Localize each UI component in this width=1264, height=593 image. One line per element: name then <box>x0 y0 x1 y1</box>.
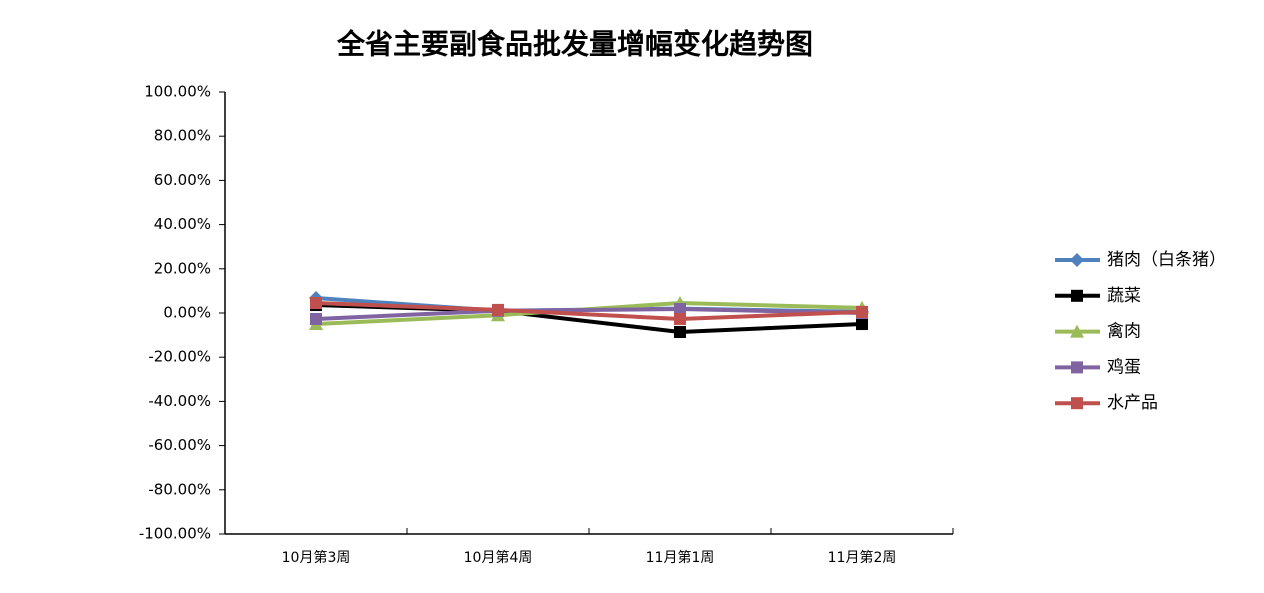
data-point <box>856 305 868 318</box>
legend-label: 猪肉（白条猪） <box>1107 250 1226 270</box>
y-tick-label: 80.00% <box>154 127 211 145</box>
legend-label: 禽肉 <box>1107 322 1141 342</box>
legend-marker <box>1071 397 1083 410</box>
y-tick-label: -20.00% <box>148 348 211 366</box>
series-line <box>315 307 863 321</box>
data-point <box>674 312 686 325</box>
x-tick-label: 10月第4周 <box>464 549 533 566</box>
legend-marker <box>1071 361 1083 374</box>
legend-label: 水产品 <box>1107 393 1158 413</box>
x-tick-label: 10月第3周 <box>282 549 351 566</box>
x-tick-label: 11月第1周 <box>646 549 715 566</box>
series-line <box>315 301 863 321</box>
legend-marker <box>1070 324 1084 338</box>
y-tick-label: -40.00% <box>148 392 211 410</box>
data-point <box>492 303 504 316</box>
y-tick-label: 40.00% <box>154 215 211 233</box>
legend-marker <box>1070 253 1084 267</box>
y-tick-label: 20.00% <box>154 259 211 277</box>
legend-label: 蔬菜 <box>1107 286 1141 306</box>
y-tick-label: -80.00% <box>148 480 211 498</box>
y-tick-label: 60.00% <box>154 171 211 189</box>
data-point <box>674 326 686 339</box>
legend-marker <box>1071 289 1083 302</box>
y-tick-label: 100.00% <box>144 83 211 101</box>
data-point <box>310 312 322 325</box>
legend-label: 鸡蛋 <box>1107 357 1141 377</box>
x-tick-label: 11月第2周 <box>828 549 897 566</box>
data-point <box>674 303 686 316</box>
data-point <box>856 318 868 331</box>
data-point <box>310 297 322 310</box>
y-tick-label: 0.00% <box>163 304 211 322</box>
y-tick-label: -60.00% <box>148 436 211 454</box>
y-tick-label: -100.00% <box>139 525 211 543</box>
chart-title: 全省主要副食品批发量增幅变化趋势图 <box>336 28 813 61</box>
